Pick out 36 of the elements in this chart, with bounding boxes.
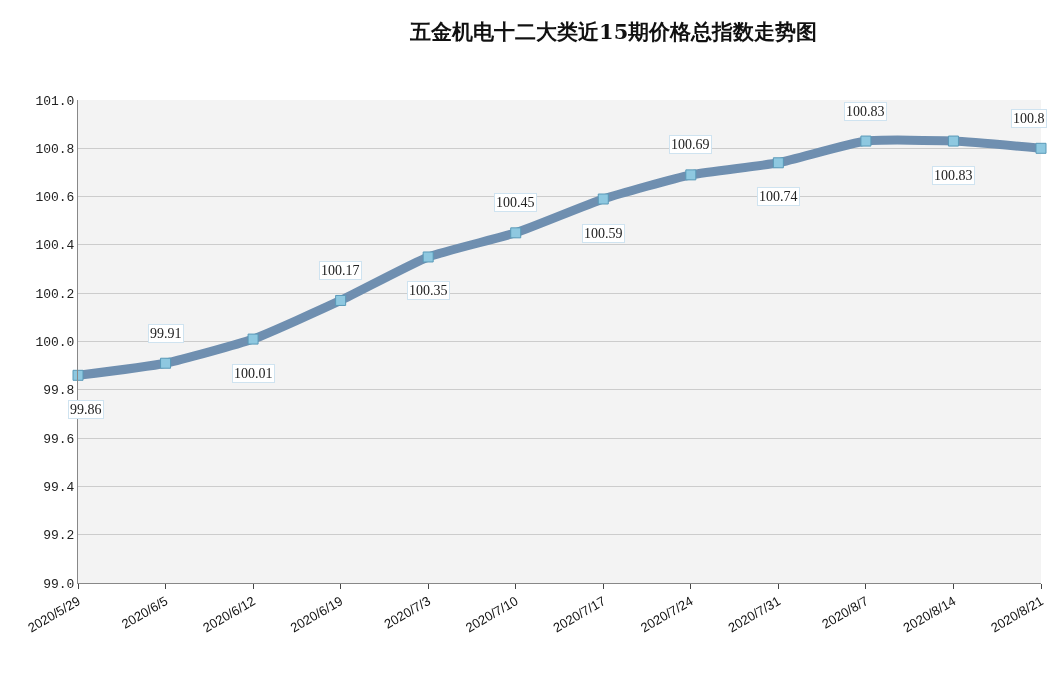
point xyxy=(160,357,172,369)
data-label: 100.83 xyxy=(846,104,885,119)
data-label: 100.01 xyxy=(234,366,273,381)
point xyxy=(72,369,84,381)
data-label: 100.74 xyxy=(759,189,798,204)
point xyxy=(860,135,872,147)
point xyxy=(247,333,259,345)
point xyxy=(422,251,434,263)
y-tick-label: 100.2 xyxy=(35,286,75,302)
data-label: 99.86 xyxy=(70,402,102,417)
y-tick-label: 99.8 xyxy=(43,383,75,399)
data-label: 100.45 xyxy=(496,195,535,210)
point xyxy=(335,294,347,306)
y-tick-label: 101.0 xyxy=(35,93,75,109)
data-label: 100.35 xyxy=(409,283,448,298)
point xyxy=(510,227,522,239)
y-tick-label: 100.6 xyxy=(35,190,75,206)
point xyxy=(1035,142,1047,154)
data-label: 100.17 xyxy=(321,263,360,278)
y-tick-label: 99.0 xyxy=(43,576,75,592)
y-tick-label: 99.6 xyxy=(43,431,75,447)
data-label: 100.83 xyxy=(934,168,973,183)
point xyxy=(772,157,784,169)
data-label: 100.8 xyxy=(1013,111,1045,126)
y-tick-label: 100.8 xyxy=(35,141,75,157)
data-label: 99.91 xyxy=(150,326,182,341)
y-tick-label: 100.0 xyxy=(35,335,75,351)
chart-title: 五金机电十二大类近15期价格总指数走势图 xyxy=(409,18,818,44)
point xyxy=(685,169,697,181)
y-tick-label: 100.4 xyxy=(35,238,75,254)
data-label: 100.69 xyxy=(671,137,710,152)
point xyxy=(597,193,609,205)
y-tick-label: 99.2 xyxy=(43,528,75,544)
point xyxy=(947,135,959,147)
data-label: 100.59 xyxy=(584,226,623,241)
y-tick-label: 99.4 xyxy=(43,479,75,495)
